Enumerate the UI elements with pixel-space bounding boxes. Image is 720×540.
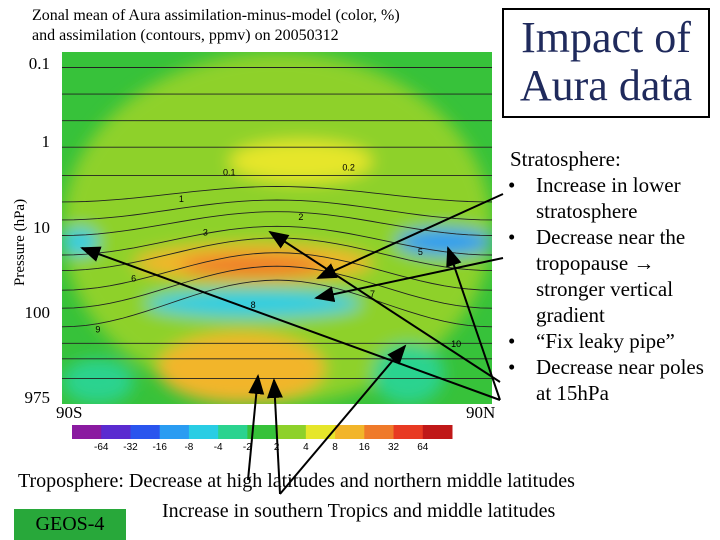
- bullet-decrease-poles: Decrease near poles at 15hPa: [492, 354, 716, 406]
- contour-label-7: 6: [131, 274, 136, 284]
- colorbar-swatch-2: [130, 425, 161, 439]
- colorbar-swatch-5: [218, 425, 248, 439]
- colorbar-tick-6: 2: [274, 442, 280, 451]
- colorbar-tick-9: 16: [359, 442, 371, 451]
- stratosphere-notes: Stratosphere: Increase in lower stratosp…: [492, 146, 716, 406]
- colorbar-tick-7: 4: [303, 442, 309, 451]
- contour-label-3: 2: [298, 212, 303, 222]
- model-badge: GEOS-4: [14, 509, 126, 540]
- contour-label-10: 9: [95, 324, 100, 334]
- y-tick-2: 10: [33, 218, 50, 237]
- colorbar-swatch-1: [101, 425, 131, 439]
- colorbar-swatch-7: [276, 425, 307, 439]
- colorbar-swatch-12: [422, 425, 453, 439]
- x-tick-0: 90S: [56, 403, 83, 422]
- y-tick-3: 100: [24, 303, 51, 322]
- zonal-mean-heatmap: 0.1 0.2 1 2 3 4 5 6 7 8 9 10: [62, 52, 492, 404]
- x-tick-6: 90N: [466, 403, 496, 422]
- colorbar-swatch-8: [305, 425, 336, 439]
- stratosphere-heading: Stratosphere:: [510, 147, 621, 171]
- y-tick-0: 0.1: [28, 54, 50, 73]
- colorbar-swatch-6: [247, 425, 278, 439]
- colorbar-tick-4: -4: [214, 442, 223, 451]
- y-tick-1: 1: [41, 132, 51, 151]
- bullet-fix-leaky-pipe: “Fix leaky pipe”: [492, 328, 716, 354]
- troposphere-line-1: Troposphere: Decrease at high latitudes …: [18, 470, 575, 492]
- contour-label-8: 7: [370, 289, 375, 299]
- headline-box: Impact of Aura data: [502, 8, 710, 118]
- y-tick-4: 975: [24, 388, 51, 407]
- colorbar-swatch-11: [393, 425, 424, 439]
- colorbar: -64 -32 -16 -8 -4 -2 2 4 8 16 32 64: [72, 425, 453, 451]
- heatmap-region-6: [62, 228, 98, 256]
- contour-label-6: 5: [418, 247, 423, 257]
- heatmap-regions: [62, 52, 492, 404]
- contour-label-2: 1: [179, 194, 184, 204]
- troposphere-line-2: Increase in southern Tropics and middle …: [162, 500, 556, 522]
- contour-label-0: 0.1: [223, 167, 236, 177]
- contour-label-5: 4: [274, 233, 279, 243]
- contour-label-9: 8: [251, 300, 256, 310]
- colorbar-swatch-0: [72, 425, 102, 439]
- y-axis-label: Pressure (hPa): [12, 198, 28, 286]
- contour-label-4: 3: [203, 227, 208, 237]
- colorbar-swatch-3: [159, 425, 190, 439]
- colorbar-tick-1: -32: [123, 442, 138, 451]
- colorbar-tick-11: 64: [417, 442, 429, 451]
- bullet-increase-lower: Increase in lower stratosphere: [492, 172, 716, 224]
- colorbar-tick-0: -64: [94, 442, 109, 451]
- colorbar-tick-10: 32: [388, 442, 400, 451]
- contour-label-1: 0.2: [342, 162, 355, 172]
- bullet-decrease-tropopause: Decrease near the tropopause → stronger …: [492, 224, 716, 328]
- contour-label-11: 10: [451, 339, 461, 349]
- colorbar-swatch-10: [364, 425, 395, 439]
- colorbar-swatch-9: [335, 425, 365, 439]
- heatmap-region-7: [62, 358, 134, 404]
- colorbar-swatch-4: [188, 425, 219, 439]
- heatmap-region-2: [181, 255, 325, 277]
- plot-title: Zonal mean of Aura assimilation-minus-mo…: [32, 7, 400, 44]
- heatmap-region-8: [372, 343, 445, 404]
- heatmap-region-9: [229, 140, 373, 183]
- colorbar-tick-3: -8: [184, 442, 193, 451]
- colorbar-tick-8: 8: [332, 442, 338, 451]
- stratosphere-bullets: Increase in lower stratosphere Decrease …: [492, 172, 716, 406]
- colorbar-tick-2: -16: [152, 442, 167, 451]
- colorbar-tick-5: -2: [243, 442, 252, 451]
